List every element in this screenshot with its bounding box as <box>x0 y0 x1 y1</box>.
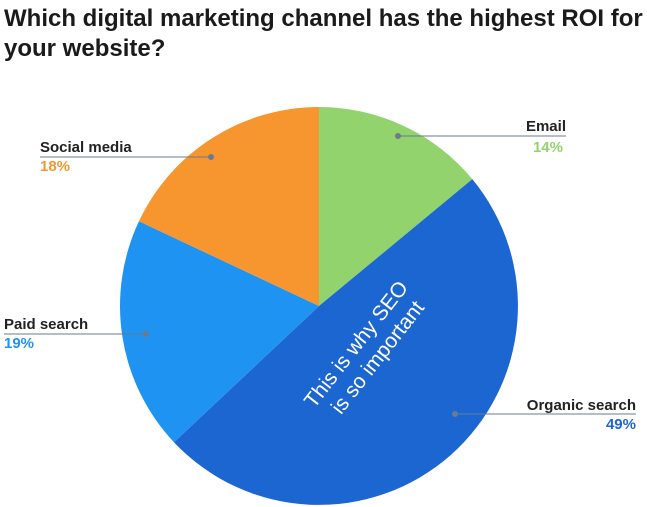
slice-value-label: 14% <box>533 139 563 156</box>
leader-dot <box>208 154 214 160</box>
slice-value-label: 18% <box>40 158 70 175</box>
slice-value-label: 49% <box>606 416 636 433</box>
slice-category-label: Organic search <box>527 397 636 414</box>
slice-category-label: Social media <box>40 139 132 156</box>
slice-category-label: Paid search <box>4 316 88 333</box>
chart-title: Which digital marketing channel has the … <box>4 5 643 62</box>
pie-slice-paid-search <box>120 221 319 443</box>
pie-slices <box>120 106 518 505</box>
pie-slice-social-media <box>138 106 319 306</box>
slice-category-label: Email <box>526 118 566 135</box>
slice-value-label: 19% <box>4 335 34 352</box>
slice-labels: Email 14% Organic search 49% Paid search 19% S… <box>4 118 636 433</box>
leader-dot <box>143 331 149 337</box>
leader-lines <box>4 133 636 417</box>
pie-slice-email <box>319 107 473 306</box>
pie-slice-organic-search <box>173 179 518 505</box>
leader-dot <box>395 133 401 139</box>
leader-dot <box>452 411 458 417</box>
